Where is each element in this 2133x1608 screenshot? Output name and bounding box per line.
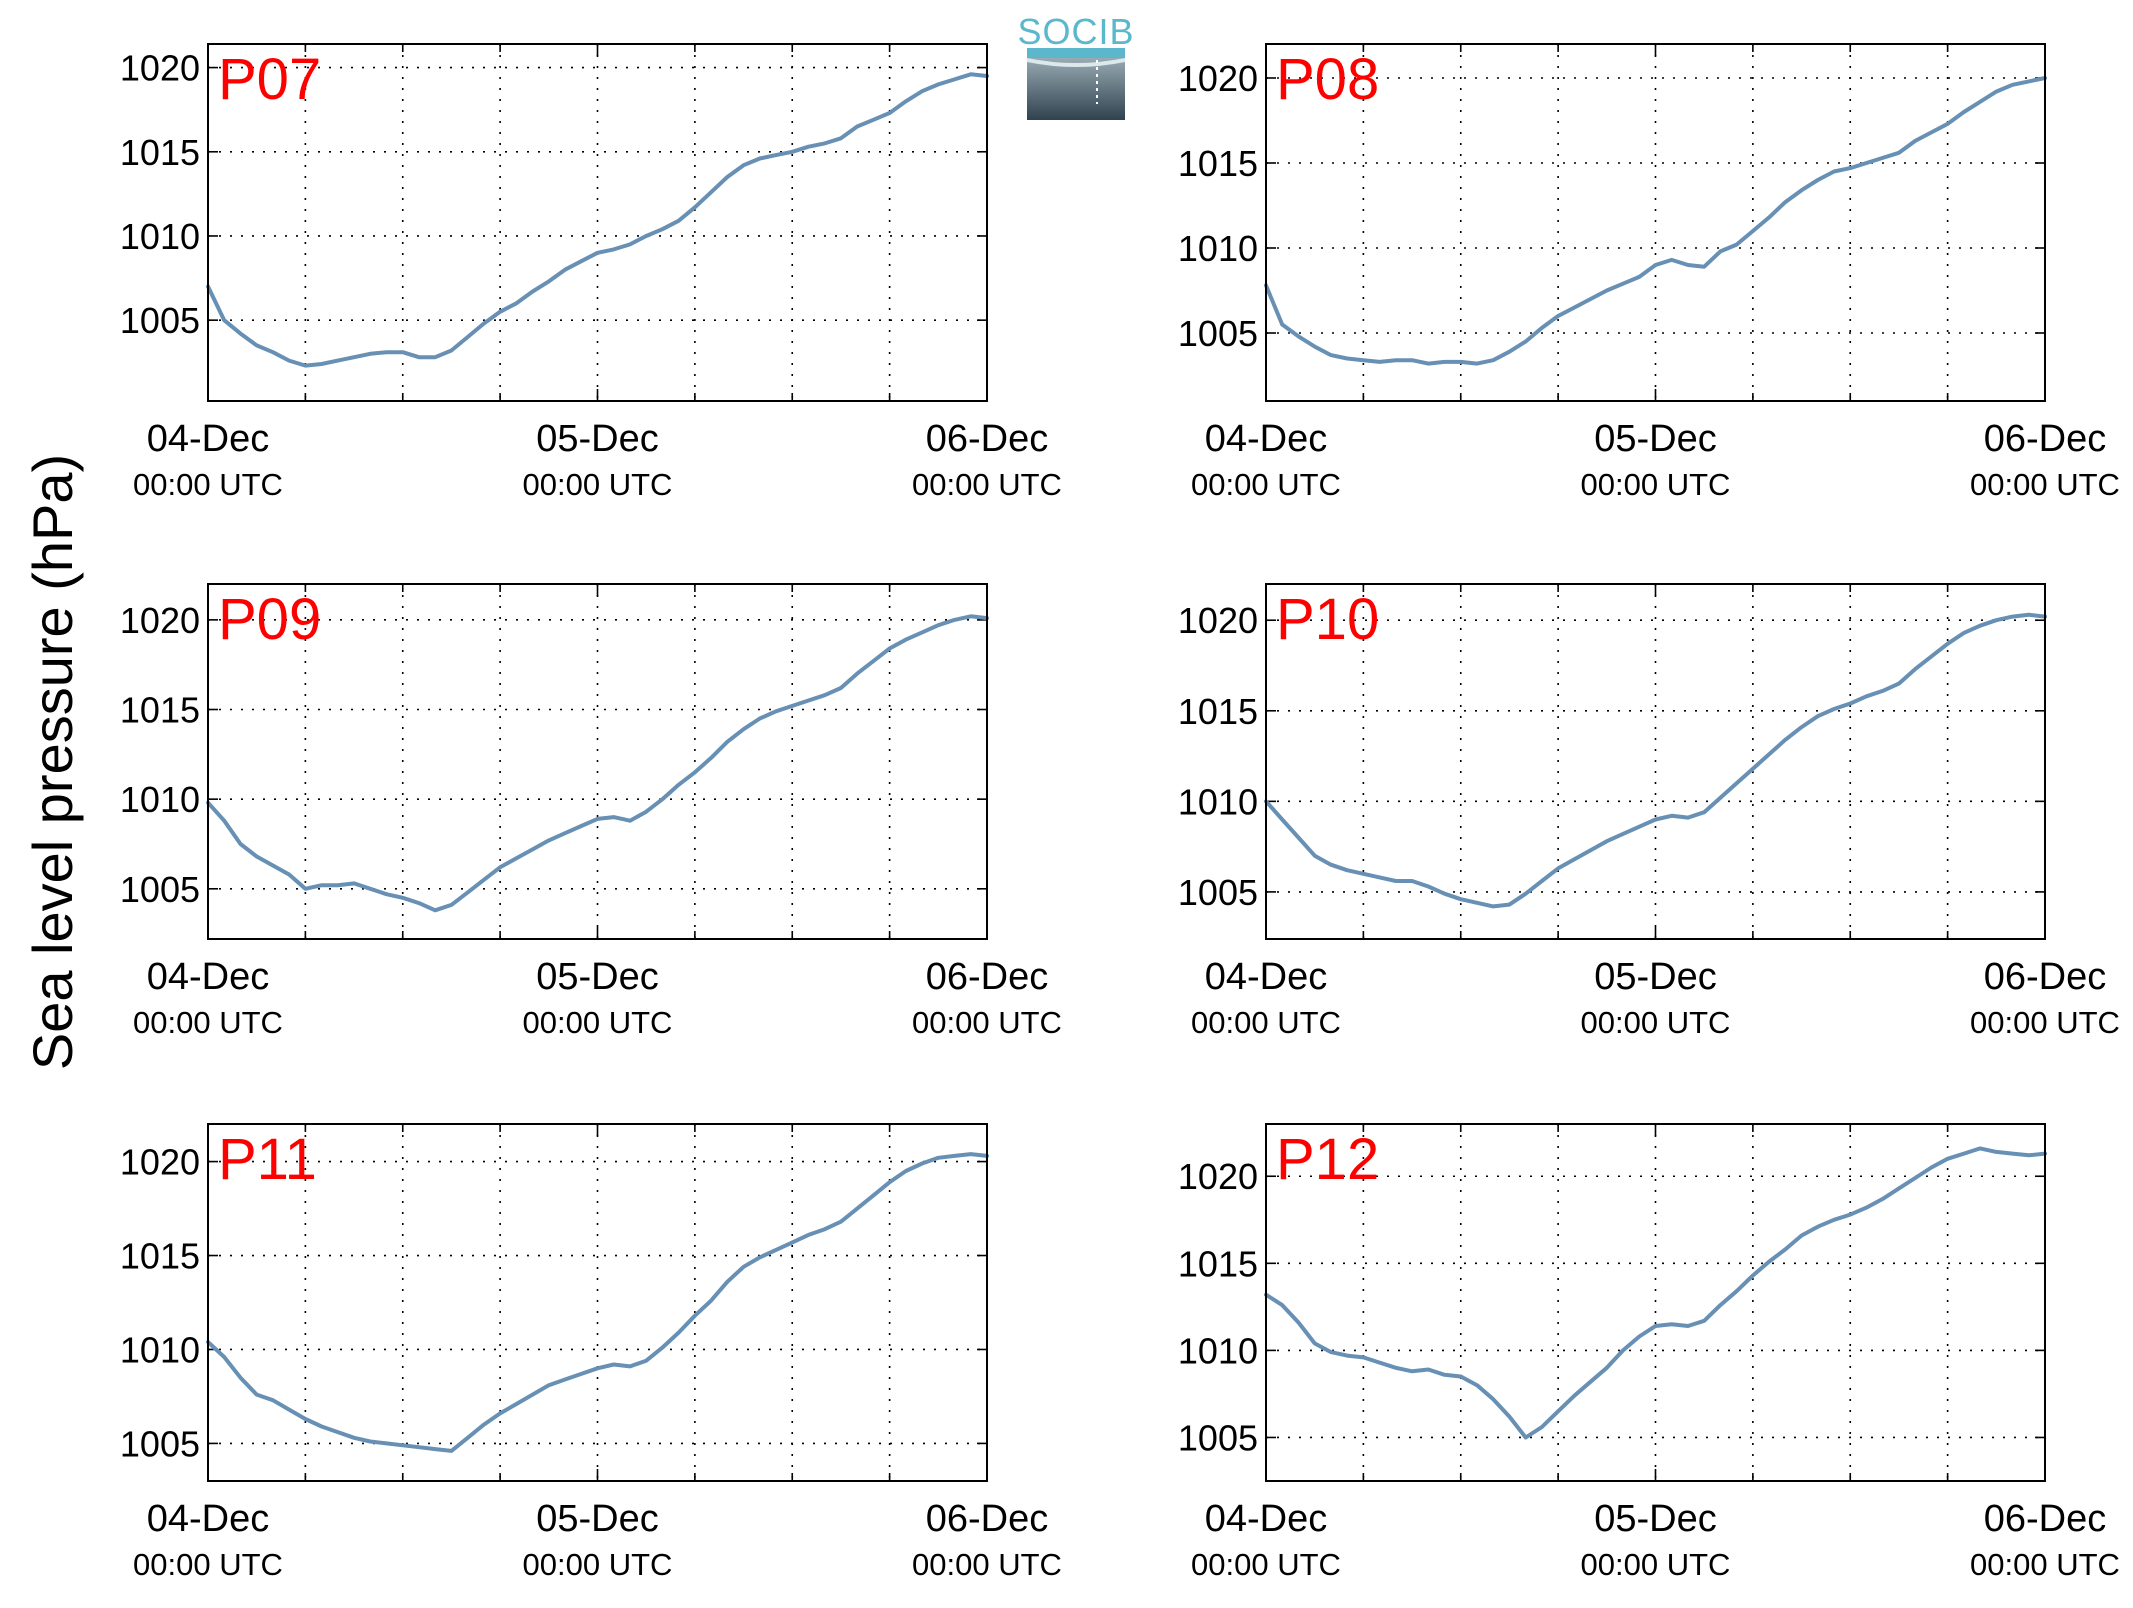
y-tick-label: 1020	[120, 48, 200, 89]
chart-panel-p11: 1005 1010 1015 1020 04-Dec 00:00 UTC 05-Dec 00:…	[120, 1123, 1062, 1582]
y-tick-label: 1005	[120, 869, 200, 910]
y-tick-label: 1010	[1178, 781, 1258, 822]
y-tick-label: 1020	[1178, 600, 1258, 641]
x-tick-label-date: 04-Dec	[1205, 1498, 1328, 1540]
x-tick-label-time: 00:00 UTC	[523, 1005, 673, 1040]
y-tick-label: 1005	[120, 1423, 200, 1464]
x-tick-label-date: 06-Dec	[926, 1498, 1049, 1540]
socib-logo: SOCIB	[1017, 11, 1134, 120]
y-tick-label: 1020	[1178, 1156, 1258, 1197]
y-tick-label: 1005	[1178, 313, 1258, 354]
x-tick-label-date: 05-Dec	[536, 956, 659, 998]
pressure-line	[1264, 1146, 2047, 1440]
x-tick-label-time: 00:00 UTC	[1191, 1547, 1341, 1582]
x-tick-label-time: 00:00 UTC	[133, 1547, 283, 1582]
x-tick-label-time: 00:00 UTC	[1581, 1547, 1731, 1582]
y-tick-label: 1015	[120, 132, 200, 173]
pressure-line	[206, 1152, 989, 1453]
plot-area	[208, 44, 987, 401]
x-tick-label-time: 00:00 UTC	[1581, 1005, 1731, 1040]
x-tick-label-date: 06-Dec	[926, 956, 1049, 998]
y-tick-label: 1010	[120, 779, 200, 820]
x-tick-label-time: 00:00 UTC	[133, 1005, 283, 1040]
x-tick-label-time: 00:00 UTC	[1191, 467, 1341, 502]
y-tick-label: 1005	[1178, 872, 1258, 913]
y-tick-label: 1020	[120, 600, 200, 641]
x-tick-label-time: 00:00 UTC	[1191, 1005, 1341, 1040]
x-tick-label-time: 00:00 UTC	[912, 467, 1062, 502]
x-tick-label-date: 05-Dec	[1594, 1498, 1717, 1540]
panel-label: P11	[218, 1127, 317, 1192]
pressure-line	[1264, 612, 2047, 909]
y-tick-label: 1015	[120, 1236, 200, 1277]
y-tick-label: 1015	[1178, 691, 1258, 732]
panel-label: P07	[218, 47, 321, 112]
plot-frame	[207, 583, 988, 940]
y-tick-label: 1015	[120, 690, 200, 731]
panel-label: P10	[1276, 587, 1379, 652]
x-tick-label-time: 00:00 UTC	[133, 467, 283, 502]
chart-panel-p12: 1005 1010 1015 1020 04-Dec 00:00 UTC 05-Dec 00:…	[1178, 1123, 2120, 1582]
plot-area	[1266, 44, 2045, 401]
x-tick-label-date: 06-Dec	[1984, 418, 2107, 460]
plot-frame	[207, 1123, 988, 1482]
x-tick-label-date: 06-Dec	[1984, 1498, 2107, 1540]
y-tick-label: 1020	[120, 1142, 200, 1183]
y-tick-label: 1020	[1178, 58, 1258, 99]
chart-panel-p07: 1005 1010 1015 1020 04-Dec 00:00 UTC 05-Dec 00:…	[120, 43, 1062, 502]
chart-panel-p10: 1005 1010 1015 1020 04-Dec 00:00 UTC 05-Dec 00:…	[1178, 583, 2120, 1040]
x-tick-label-date: 06-Dec	[926, 418, 1049, 460]
socib-logo-text: SOCIB	[1017, 11, 1134, 52]
panel-label: P09	[218, 587, 321, 652]
y-tick-label: 1010	[1178, 228, 1258, 269]
x-tick-label-date: 04-Dec	[147, 956, 270, 998]
x-tick-label-time: 00:00 UTC	[523, 467, 673, 502]
panel-label: P12	[1276, 1127, 1379, 1192]
pressure-line	[206, 72, 989, 368]
y-tick-label: 1005	[120, 300, 200, 341]
plot-frame	[207, 43, 988, 402]
y-tick-label: 1010	[120, 216, 200, 257]
x-tick-label-date: 04-Dec	[1205, 956, 1328, 998]
x-tick-label-date: 04-Dec	[147, 418, 270, 460]
pressure-line	[1264, 76, 2047, 366]
y-tick-label: 1010	[1178, 1330, 1258, 1371]
x-tick-label-time: 00:00 UTC	[1970, 1005, 2120, 1040]
y-tick-label: 1015	[1178, 1243, 1258, 1284]
x-tick-label-time: 00:00 UTC	[912, 1005, 1062, 1040]
y-axis-label: Sea level pressure (hPa)	[21, 454, 84, 1070]
y-tick-label: 1010	[120, 1329, 200, 1370]
plot-frame	[1265, 43, 2046, 402]
x-tick-label-time: 00:00 UTC	[1970, 1547, 2120, 1582]
x-tick-label-time: 00:00 UTC	[912, 1547, 1062, 1582]
x-tick-label-date: 05-Dec	[536, 1498, 659, 1540]
x-tick-label-time: 00:00 UTC	[1970, 467, 2120, 502]
x-tick-label-date: 06-Dec	[1984, 956, 2107, 998]
x-tick-label-date: 04-Dec	[1205, 418, 1328, 460]
plot-frame	[1265, 583, 2046, 940]
panel-label: P08	[1276, 47, 1379, 112]
y-tick-label: 1005	[1178, 1417, 1258, 1458]
plot-area	[1266, 1124, 2045, 1481]
plot-frame	[1265, 1123, 2046, 1482]
pressure-line	[206, 614, 989, 913]
x-tick-label-time: 00:00 UTC	[1581, 467, 1731, 502]
x-tick-label-date: 05-Dec	[1594, 956, 1717, 998]
y-tick-label: 1015	[1178, 143, 1258, 184]
chart-panel-p09: 1005 1010 1015 1020 04-Dec 00:00 UTC 05-Dec 00:…	[120, 583, 1062, 1040]
x-tick-label-date: 04-Dec	[147, 1498, 270, 1540]
x-tick-label-time: 00:00 UTC	[523, 1547, 673, 1582]
chart-panel-p08: 1005 1010 1015 1020 04-Dec 00:00 UTC 05-Dec 00:…	[1178, 43, 2120, 502]
x-tick-label-date: 05-Dec	[1594, 418, 1717, 460]
x-tick-label-date: 05-Dec	[536, 418, 659, 460]
